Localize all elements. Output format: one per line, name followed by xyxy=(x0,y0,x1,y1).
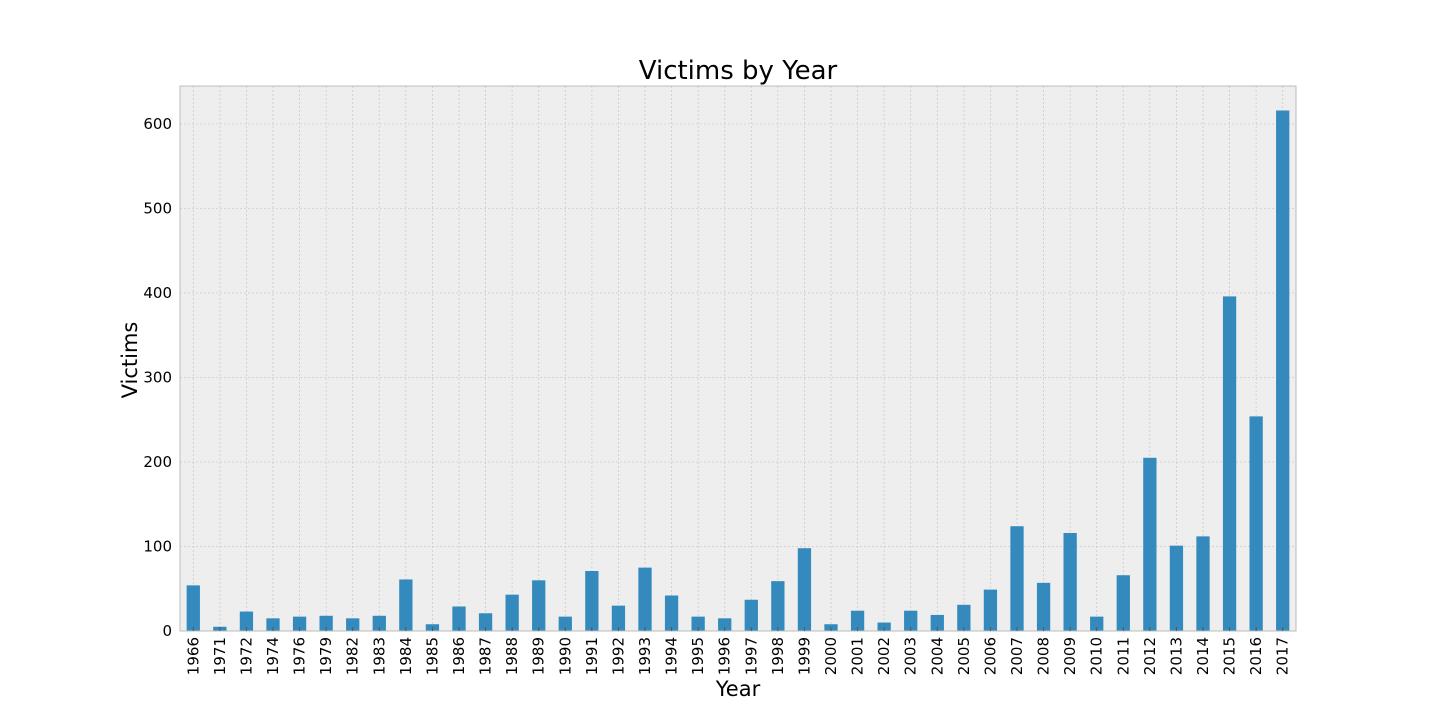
bar-1974 xyxy=(266,618,280,631)
bar-2007 xyxy=(1010,526,1024,631)
x-tick-label: 2011 xyxy=(1114,637,1132,675)
y-tick-label: 100 xyxy=(143,538,172,556)
bar-2002 xyxy=(877,622,891,631)
x-tick-label: 2008 xyxy=(1035,637,1053,675)
bar-2013 xyxy=(1169,545,1184,631)
x-tick-label: 1986 xyxy=(450,637,468,675)
x-tick-label: 1993 xyxy=(636,637,654,675)
x-tick-label: 2010 xyxy=(1088,637,1106,675)
x-tick-label: 1972 xyxy=(237,637,255,675)
x-axis-title: Year xyxy=(715,677,761,701)
y-tick-label: 500 xyxy=(143,200,172,218)
x-tick-label: 1991 xyxy=(583,637,601,675)
bar-1979 xyxy=(319,615,333,631)
x-tick-label: 2009 xyxy=(1061,637,1079,675)
bar-1994 xyxy=(664,595,679,631)
x-tick-label: 2012 xyxy=(1141,637,1159,675)
x-tick-label: 2006 xyxy=(981,637,999,675)
x-tick-label: 2017 xyxy=(1274,637,1292,675)
bar-2006 xyxy=(983,589,998,631)
y-tick-label: 200 xyxy=(143,453,172,471)
grid-lines xyxy=(180,86,1296,631)
x-tick-label: 1966 xyxy=(184,637,202,675)
bar-1996 xyxy=(718,618,732,631)
bar-1989 xyxy=(532,580,546,631)
x-tick-label: 1996 xyxy=(716,637,734,675)
x-tick-label: 1971 xyxy=(211,637,229,675)
y-tick-label: 0 xyxy=(162,622,172,640)
bar-1998 xyxy=(771,581,785,631)
x-axis: 1966 1971 1972 1974 1976 1979 1982 1983 1984 1985… xyxy=(184,627,1292,675)
bar-2012 xyxy=(1143,457,1157,631)
x-tick-label: 1995 xyxy=(689,637,707,675)
bar-2015 xyxy=(1222,296,1237,631)
x-tick-label: 2016 xyxy=(1247,637,1265,675)
x-tick-label: 1999 xyxy=(795,637,813,675)
bar-2017 xyxy=(1276,110,1290,631)
bar-1983 xyxy=(372,615,386,631)
bar-2016 xyxy=(1249,416,1263,631)
x-tick-label: 1994 xyxy=(663,637,681,675)
x-tick-label: 1983 xyxy=(370,637,388,675)
bar-1988 xyxy=(505,594,519,631)
bars xyxy=(186,110,1290,631)
x-tick-label: 1998 xyxy=(769,637,787,675)
x-tick-label: 1989 xyxy=(530,637,548,675)
chart-title: Victims by Year xyxy=(639,56,838,86)
x-tick-label: 2003 xyxy=(902,637,920,675)
bar-1976 xyxy=(292,616,307,631)
plot-frame xyxy=(179,85,1297,632)
bar-2003 xyxy=(904,610,918,631)
x-tick-label: 1990 xyxy=(556,637,574,675)
bar-1990 xyxy=(558,616,572,631)
x-tick-label: 1979 xyxy=(317,637,335,675)
bar-1966 xyxy=(186,585,200,631)
bar-1987 xyxy=(478,613,493,631)
y-axis-title: Victims xyxy=(118,322,142,399)
bar-2004 xyxy=(930,614,944,631)
bar-2001 xyxy=(850,610,865,631)
x-tick-label: 1984 xyxy=(397,637,415,675)
y-tick-label: 600 xyxy=(143,115,172,133)
bar-1993 xyxy=(638,567,652,631)
x-tick-label: 2015 xyxy=(1221,637,1239,675)
x-tick-label: 2014 xyxy=(1194,637,1212,675)
x-tick-label: 1997 xyxy=(742,637,760,675)
bar-1984 xyxy=(399,579,413,631)
y-axis: 0 100 200 300 400 500 600 xyxy=(143,115,172,640)
x-tick-label: 1988 xyxy=(503,637,521,675)
y-tick-label: 300 xyxy=(143,369,172,387)
x-tick-label: 1974 xyxy=(264,637,282,675)
x-tick-label: 2013 xyxy=(1167,637,1185,675)
plot-area xyxy=(180,86,1296,631)
bar-1986 xyxy=(452,606,466,631)
bar-1999 xyxy=(797,548,812,631)
bar-1992 xyxy=(611,605,626,631)
bar-2010 xyxy=(1090,616,1104,631)
x-tick-label: 2005 xyxy=(955,637,973,675)
bar-2008 xyxy=(1036,582,1051,631)
bar-1995 xyxy=(691,616,705,631)
bar-2014 xyxy=(1196,536,1210,631)
bar-2009 xyxy=(1063,532,1077,631)
x-tick-label: 2004 xyxy=(928,637,946,675)
x-tick-label: 1985 xyxy=(423,637,441,675)
x-tick-label: 1982 xyxy=(344,637,362,675)
x-tick-label: 1992 xyxy=(609,637,627,675)
x-tick-label: 2000 xyxy=(822,637,840,675)
bar-1972 xyxy=(239,611,254,631)
bar-2011 xyxy=(1116,575,1130,631)
x-tick-label: 1987 xyxy=(477,637,495,675)
x-tick-label: 2002 xyxy=(875,637,893,675)
bar-1982 xyxy=(346,618,360,631)
bar-1997 xyxy=(744,599,758,631)
x-tick-label: 2001 xyxy=(849,637,867,675)
bar-2005 xyxy=(957,604,971,631)
y-tick-label: 400 xyxy=(143,284,172,302)
bar-1991 xyxy=(585,571,599,631)
x-tick-label: 1976 xyxy=(291,637,309,675)
x-tick-label: 2007 xyxy=(1008,637,1026,675)
